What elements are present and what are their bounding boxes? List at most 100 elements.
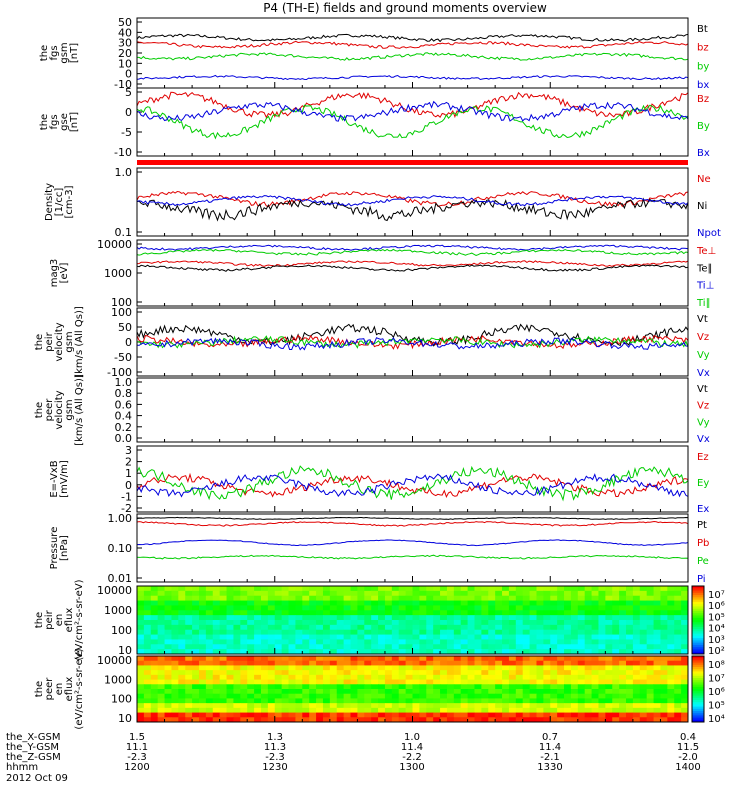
heatmap-cell xyxy=(502,717,510,723)
heatmap-cell xyxy=(295,615,303,621)
heatmap-cell xyxy=(274,674,283,681)
series-line xyxy=(136,197,689,222)
heatmap-cell xyxy=(384,693,393,699)
series-line xyxy=(136,520,689,527)
heatmap-cell xyxy=(157,656,166,662)
heatmap-cell xyxy=(626,595,634,602)
heatmap-cell xyxy=(502,620,510,626)
heatmap-cell xyxy=(433,693,441,699)
heatmap-cell xyxy=(322,693,331,699)
heatmap-cell xyxy=(529,689,537,695)
heatmap-cell xyxy=(309,624,317,631)
heatmap-cell xyxy=(626,649,634,655)
heatmap-cell xyxy=(198,586,207,592)
heatmap-cell xyxy=(198,674,207,681)
heatmap-cell xyxy=(281,649,290,655)
heatmap-cell xyxy=(646,639,655,645)
heatmap-cell xyxy=(329,639,338,645)
heatmap-cell xyxy=(605,586,613,592)
heatmap-cell xyxy=(481,703,489,709)
heatmap-cell xyxy=(378,712,386,718)
heatmap-cell xyxy=(267,644,276,650)
heatmap-cell xyxy=(639,620,648,626)
heatmap-cell xyxy=(405,660,413,666)
heatmap-cell xyxy=(453,703,462,709)
heatmap-cell xyxy=(412,620,420,626)
heatmap-cell xyxy=(288,698,296,704)
heatmap-cell xyxy=(543,698,551,704)
heatmap-cell xyxy=(626,670,634,676)
heatmap-cell xyxy=(254,629,262,636)
heatmap-cell xyxy=(219,600,228,606)
heatmap-cell xyxy=(474,634,482,640)
heatmap-cell xyxy=(446,595,455,602)
heatmap-cell xyxy=(653,703,661,709)
heatmap-cell xyxy=(192,693,200,699)
heatmap-cell xyxy=(302,600,310,606)
heatmap-cell xyxy=(384,656,393,662)
heatmap-cell xyxy=(350,712,358,718)
heatmap-cell xyxy=(267,656,276,662)
heatmap-cell xyxy=(577,656,586,662)
heatmap-cell xyxy=(612,703,620,709)
heatmap-cell xyxy=(336,670,345,676)
heatmap-cell xyxy=(639,649,648,655)
heatmap-cell xyxy=(488,707,496,714)
heatmap-cell xyxy=(178,679,186,685)
heatmap-cell xyxy=(660,620,668,626)
heatmap-cell xyxy=(178,610,186,616)
heatmap-cell xyxy=(192,679,200,685)
heatmap-cell xyxy=(460,698,469,704)
heatmap-cell xyxy=(529,712,537,718)
legend-label: Ex xyxy=(697,504,709,515)
heatmap-cell xyxy=(639,693,648,699)
heatmap-cell xyxy=(384,689,393,695)
heatmap-cell xyxy=(564,670,572,676)
heatmap-cell xyxy=(488,665,496,671)
heatmap-cell xyxy=(446,670,455,676)
heatmap-cell xyxy=(384,660,393,666)
heatmap-cell xyxy=(584,605,593,611)
heatmap-cell xyxy=(453,670,462,676)
heatmap-cell xyxy=(205,590,214,597)
heatmap-cell xyxy=(605,717,613,723)
heatmap-cell xyxy=(570,703,579,709)
heatmap-cell xyxy=(198,703,207,709)
heatmap-cell xyxy=(481,660,489,666)
heatmap-cell xyxy=(508,620,517,626)
heatmap-cell xyxy=(192,644,200,650)
heatmap-cell xyxy=(171,605,179,611)
heatmap-cell xyxy=(536,595,544,602)
heatmap-cell xyxy=(488,656,496,662)
heatmap-cell xyxy=(433,620,441,626)
heatmap-cell xyxy=(591,600,599,606)
heatmap-cell xyxy=(591,665,599,671)
heatmap-cell xyxy=(639,684,648,690)
heatmap-cell xyxy=(557,605,565,611)
heatmap-cell xyxy=(391,649,400,655)
y-axis-label: peir xyxy=(44,609,55,629)
heatmap-cell xyxy=(343,674,352,681)
heatmap-cell xyxy=(453,644,462,650)
colorbar-label: 10⁷ xyxy=(708,590,725,601)
y-axis-label: (eV/cm²-s-sr-eV) xyxy=(74,579,85,660)
heatmap-cell xyxy=(529,639,537,645)
heatmap-cell xyxy=(508,679,517,685)
colorbar-segment xyxy=(692,695,704,699)
heatmap-cell xyxy=(364,703,372,709)
heatmap-cell xyxy=(274,689,283,695)
heatmap-cell xyxy=(426,703,434,709)
heatmap-cell xyxy=(205,644,214,650)
heatmap-cell xyxy=(495,615,503,621)
heatmap-cell xyxy=(570,624,579,631)
heatmap-cell xyxy=(522,665,531,671)
heatmap-cell xyxy=(674,665,682,671)
heatmap-cell xyxy=(357,624,365,631)
heatmap-cell xyxy=(619,665,627,671)
colorbar-segment xyxy=(692,613,704,616)
heatmap-cell xyxy=(481,689,489,695)
heatmap-cell xyxy=(460,670,469,676)
heatmap-cell xyxy=(619,605,627,611)
heatmap-cell xyxy=(240,712,248,718)
heatmap-cell xyxy=(674,644,682,650)
